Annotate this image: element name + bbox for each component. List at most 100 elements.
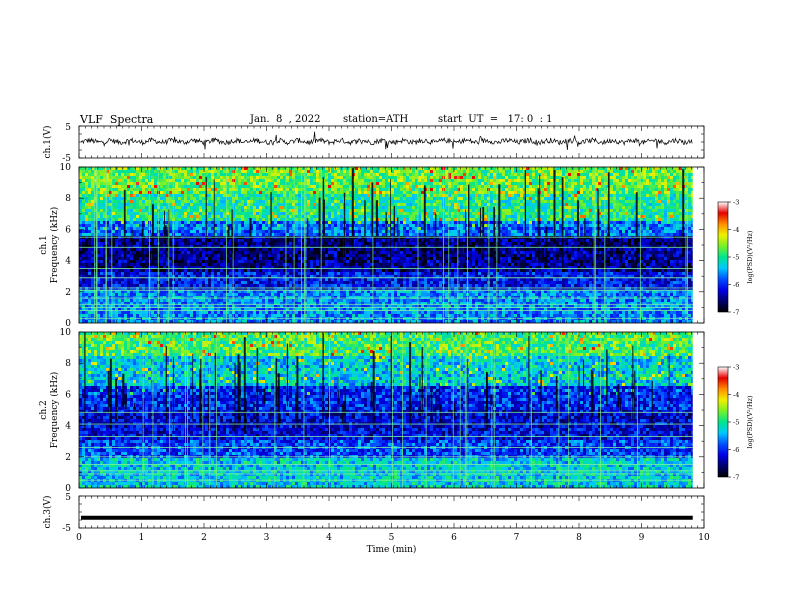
spectrogram-cell bbox=[673, 176, 676, 179]
spectrogram-cell bbox=[670, 191, 673, 194]
spectrogram-cell bbox=[94, 167, 97, 170]
spectrogram-cell bbox=[331, 176, 334, 179]
spectrogram-cell bbox=[289, 209, 292, 212]
spectrogram-cell bbox=[427, 167, 430, 170]
spectrogram-cell bbox=[445, 215, 448, 218]
spectrogram-cell bbox=[277, 224, 280, 227]
spectrogram-cell bbox=[112, 191, 115, 194]
spectrogram-cell bbox=[250, 197, 253, 200]
spectrogram-cell bbox=[139, 197, 142, 200]
spectrogram-cell bbox=[106, 221, 109, 224]
spectrogram-cell bbox=[169, 191, 172, 194]
spectrogram-cell bbox=[679, 221, 682, 224]
spectrogram-cell bbox=[673, 170, 676, 173]
spectrogram-cell bbox=[559, 218, 562, 221]
spectrogram-cell bbox=[454, 176, 457, 179]
spectrogram-cell bbox=[301, 233, 304, 236]
spectrogram-cell bbox=[598, 197, 601, 200]
spectrogram-cell bbox=[103, 215, 106, 218]
spectrogram-cell bbox=[379, 173, 382, 176]
spectrogram-cell bbox=[457, 185, 460, 188]
spectrogram-cell bbox=[283, 179, 286, 182]
spectrogram-cell bbox=[529, 191, 532, 194]
spectrogram-cell bbox=[475, 227, 478, 230]
spectrogram-cell bbox=[346, 203, 349, 206]
spectrogram-cell bbox=[616, 233, 619, 236]
spectrogram-cell bbox=[103, 191, 106, 194]
spectrogram-cell bbox=[238, 167, 241, 170]
spectrogram-cell bbox=[139, 167, 142, 170]
spectrogram-cell bbox=[571, 203, 574, 206]
spectrogram-cell bbox=[91, 179, 94, 182]
spectrogram-cell bbox=[406, 227, 409, 230]
spectrogram-cell bbox=[622, 173, 625, 176]
spectrogram-cell bbox=[457, 179, 460, 182]
spectrogram-cell bbox=[118, 173, 121, 176]
spectrogram-cell bbox=[91, 218, 94, 221]
spectrogram-cell bbox=[295, 188, 298, 191]
spectrogram-cell bbox=[214, 182, 217, 185]
spectrogram-cell bbox=[115, 218, 118, 221]
spectrogram-cell bbox=[499, 227, 502, 230]
spectrogram-cell bbox=[640, 227, 643, 230]
spectrogram-cell bbox=[310, 185, 313, 188]
spectrogram-cell bbox=[613, 182, 616, 185]
spectrogram-cell bbox=[235, 230, 238, 233]
spectrogram-cell bbox=[631, 203, 634, 206]
spectrogram-cell bbox=[598, 182, 601, 185]
spectrogram-cell bbox=[565, 188, 568, 191]
spectrogram-cell bbox=[430, 191, 433, 194]
spectrogram-cell bbox=[193, 233, 196, 236]
spectrogram-cell bbox=[346, 191, 349, 194]
spectrogram-cell bbox=[313, 179, 316, 182]
spectrogram-cell bbox=[364, 182, 367, 185]
spectrogram-cell bbox=[271, 227, 274, 230]
spectrogram-cell bbox=[691, 176, 693, 179]
spectrogram-cell bbox=[355, 185, 358, 188]
spectrogram-cell bbox=[508, 212, 511, 215]
spectrogram-cell bbox=[571, 173, 574, 176]
spectrogram-cell bbox=[166, 188, 169, 191]
spectrogram-cell bbox=[676, 215, 679, 218]
spectrogram-cell bbox=[106, 182, 109, 185]
spectrogram-cell bbox=[85, 224, 88, 227]
spectrogram-cell bbox=[478, 218, 481, 221]
spectrogram-cell bbox=[94, 170, 97, 173]
spectrogram-cell bbox=[292, 230, 295, 233]
spectrogram-cell bbox=[658, 203, 661, 206]
spectrogram-cell bbox=[418, 200, 421, 203]
spectrogram-cell bbox=[415, 218, 418, 221]
spectrogram-cell bbox=[253, 224, 256, 227]
spectrogram-cell bbox=[391, 218, 394, 221]
spectrogram-cell bbox=[355, 197, 358, 200]
spectrogram-cell bbox=[331, 167, 334, 170]
spectrogram-cell bbox=[373, 215, 376, 218]
spectrogram-cell bbox=[175, 203, 178, 206]
spectrogram-cell bbox=[118, 176, 121, 179]
spectrogram-cell bbox=[601, 176, 604, 179]
spectrogram-cell bbox=[220, 209, 223, 212]
spectrogram-cell bbox=[325, 224, 328, 227]
spectrogram-cell bbox=[439, 176, 442, 179]
spectrogram-cell bbox=[532, 188, 535, 191]
spectrogram-cell bbox=[532, 167, 535, 170]
spectrogram-cell bbox=[298, 194, 301, 197]
spectrogram-cell bbox=[595, 203, 598, 206]
spectrogram-cell bbox=[166, 191, 169, 194]
spectrogram-cell bbox=[451, 188, 454, 191]
spectrogram-cell bbox=[463, 173, 466, 176]
spectrogram-cell bbox=[460, 221, 463, 224]
spectrogram-cell bbox=[85, 182, 88, 185]
spectrogram-cell bbox=[181, 191, 184, 194]
spectrogram-cell bbox=[574, 209, 577, 212]
spectrogram-cell bbox=[211, 209, 214, 212]
spectrogram-cell bbox=[502, 233, 505, 236]
spectrogram-cell bbox=[265, 233, 268, 236]
spectrogram-cell bbox=[82, 179, 85, 182]
spectrogram-cell bbox=[178, 224, 181, 227]
spectrogram-cell bbox=[94, 218, 97, 221]
spectrogram-cell bbox=[208, 191, 211, 194]
spectrogram-cell bbox=[340, 200, 343, 203]
spectrogram-cell bbox=[676, 206, 679, 209]
spectrogram-cell bbox=[634, 200, 637, 203]
